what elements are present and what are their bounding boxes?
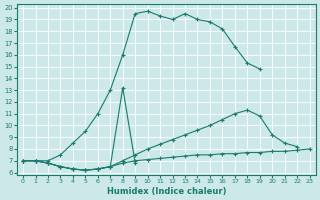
X-axis label: Humidex (Indice chaleur): Humidex (Indice chaleur) bbox=[107, 187, 226, 196]
